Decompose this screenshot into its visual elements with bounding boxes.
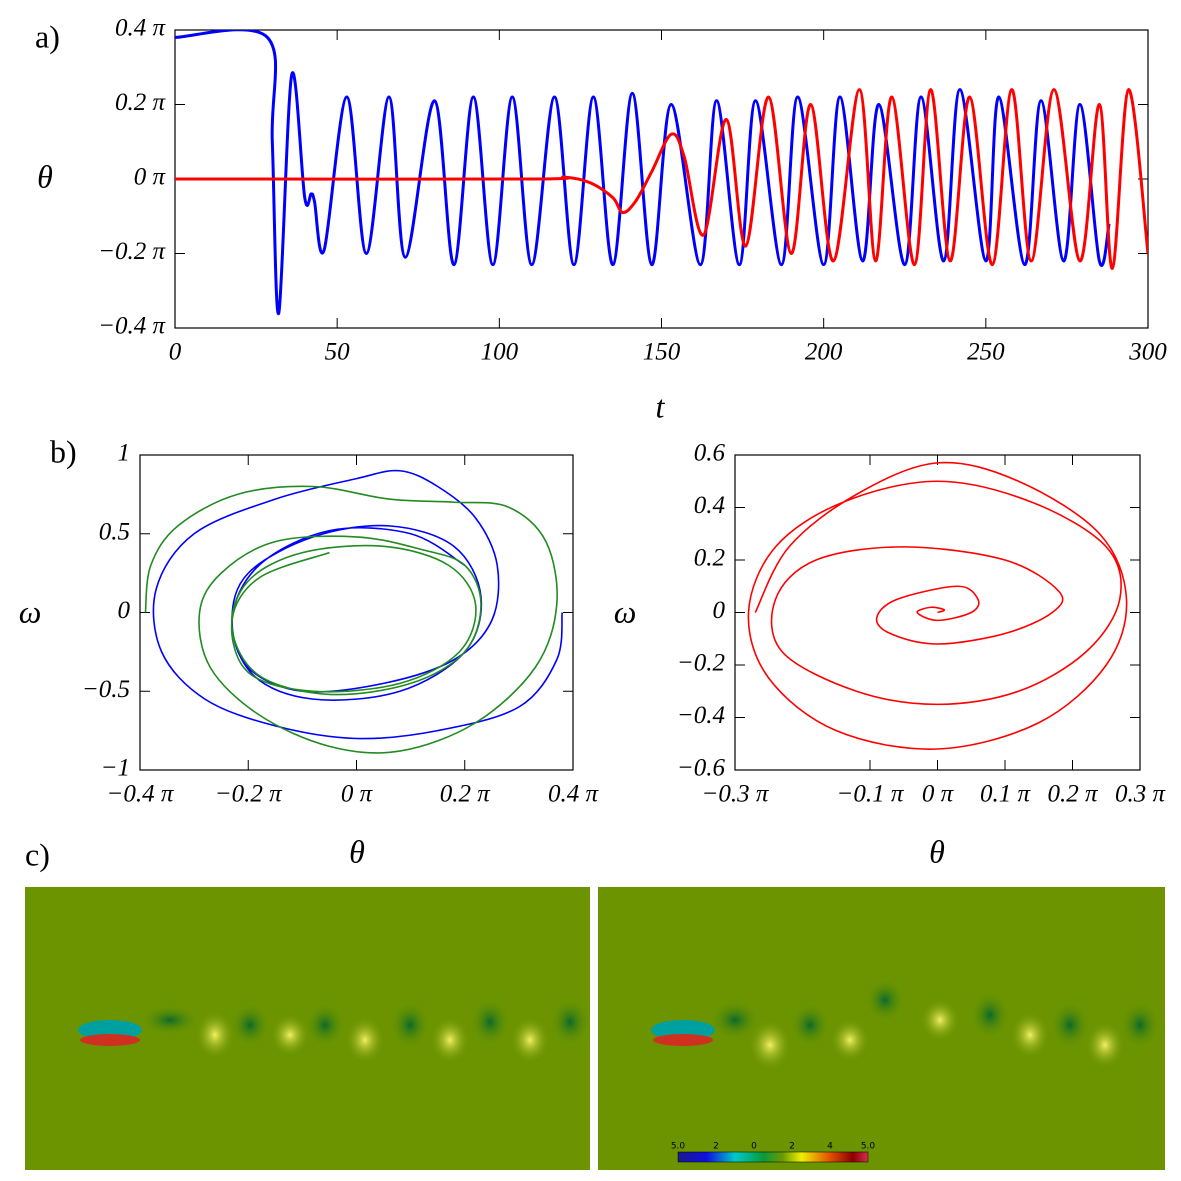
x-tick-label: 0.1 π bbox=[980, 781, 1032, 808]
x-tick-label: −0.3 π bbox=[702, 781, 770, 808]
y-axis-label: ω bbox=[19, 593, 42, 629]
chart: −0.4 π −0.2 π 0 π 0.2 π 0.4 π 1 0.5 0 −0.5 −1 θ ω bbox=[19, 440, 600, 870]
y-tick-label: 0.6 bbox=[694, 440, 726, 467]
y-tick-label: 0.2 π bbox=[115, 89, 167, 116]
y-tick-label: 0 bbox=[118, 597, 131, 624]
y-axis-label: ω bbox=[614, 593, 637, 629]
plot-frame bbox=[139, 454, 574, 771]
y-tick-label: −0.6 bbox=[677, 755, 726, 782]
panel-label: c) bbox=[25, 836, 50, 872]
colorbar-labels: 5.0 2 0 2 4 5.0 bbox=[671, 1142, 876, 1152]
panel-label: a) bbox=[35, 18, 60, 54]
x-tick-label: 50 bbox=[325, 339, 351, 366]
y-tick-label: −0.2 bbox=[677, 650, 725, 677]
x-axis-label: t bbox=[656, 388, 666, 424]
x-tick-label: −0.1 π bbox=[837, 781, 905, 808]
x-tick-label: 300 bbox=[1128, 339, 1167, 366]
x-tick-label: 250 bbox=[967, 339, 1005, 366]
x-tick-label: 0.2 π bbox=[440, 781, 492, 808]
x-tick-label: 0 π bbox=[922, 781, 955, 808]
y-tick-label: 0.4 π bbox=[115, 15, 167, 42]
colorbar-label: 5.0 bbox=[861, 1142, 876, 1152]
x-tick-label: −0.4 π bbox=[107, 781, 175, 808]
y-tick-label: −1 bbox=[101, 755, 130, 782]
y-tick-label: −0.4 bbox=[677, 702, 725, 729]
y-tick-label: −0.2 π bbox=[98, 238, 166, 265]
x-tick-label: −0.2 π bbox=[215, 781, 283, 808]
y-tick-label: 0.4 bbox=[694, 492, 725, 519]
x-tick-label: 0 π bbox=[341, 781, 374, 808]
y-tick-label: 0 bbox=[713, 597, 726, 624]
x-tick-label: 0.3 π bbox=[1115, 781, 1167, 808]
x-tick-label: 0 bbox=[169, 339, 182, 366]
panel-label: b) bbox=[50, 433, 77, 469]
x-axis-label: θ bbox=[929, 833, 945, 869]
flow-field-left bbox=[25, 887, 590, 1170]
y-tick-label: 1 bbox=[118, 440, 131, 467]
chart: 0 50 100 150 200 250 300 0.4 π 0.2 π 0 π −0.2 π −0.… bbox=[37, 15, 1167, 425]
y-tick-label: −0.4 π bbox=[98, 313, 166, 340]
data-line bbox=[175, 30, 1111, 315]
data-line bbox=[175, 88, 1148, 270]
chart: −0.3 π −0.1 π 0 π 0.1 π 0.2 π 0.3 π 0.6 0.4 0.2 0… bbox=[614, 440, 1167, 870]
colorbar-label: 5.0 bbox=[671, 1142, 686, 1152]
x-tick-label: 100 bbox=[481, 339, 519, 366]
y-tick-label: −0.5 bbox=[82, 676, 130, 703]
y-tick-label: 0.5 bbox=[99, 518, 130, 545]
x-tick-label: 200 bbox=[805, 339, 843, 366]
data-line bbox=[152, 469, 563, 740]
data-line bbox=[747, 461, 1128, 750]
data-line bbox=[144, 485, 558, 754]
colorbar-label: 2 bbox=[789, 1142, 795, 1152]
x-tick-label: 150 bbox=[643, 339, 681, 366]
colorbar-label: 2 bbox=[713, 1142, 719, 1152]
x-axis-label: θ bbox=[349, 833, 365, 869]
flow-field-right bbox=[598, 887, 1165, 1170]
x-tick-label: 0.4 π bbox=[548, 781, 600, 808]
colorbar-label: 4 bbox=[827, 1142, 833, 1152]
y-tick-label: 0 π bbox=[134, 164, 167, 191]
x-tick-label: 0.2 π bbox=[1047, 781, 1099, 808]
y-axis-label: θ bbox=[37, 158, 53, 194]
y-tick-label: 0.2 bbox=[694, 545, 725, 572]
colorbar-label: 0 bbox=[751, 1142, 757, 1152]
